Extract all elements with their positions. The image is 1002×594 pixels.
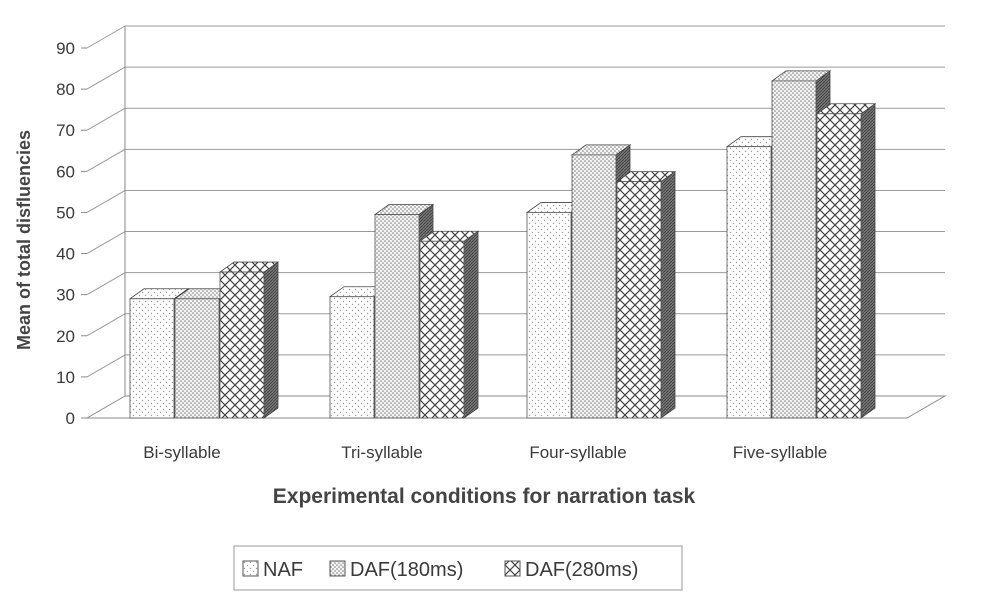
bar-daf-180ms bbox=[771, 80, 817, 419]
legend-swatch bbox=[504, 560, 521, 577]
bar-daf-280ms bbox=[816, 113, 862, 419]
gridline-depth bbox=[86, 313, 126, 337]
y-axis-title: Mean of total disfluencies bbox=[14, 130, 34, 350]
category-axis: Bi-syllable Tri-syllable Four-syllable Five… bbox=[143, 443, 827, 462]
x-tick-label: Tri-syllable bbox=[341, 443, 423, 462]
x-tick-label: Five-syllable bbox=[733, 443, 827, 462]
y-tick-label: 50 bbox=[56, 203, 75, 222]
y-tick-label: 40 bbox=[56, 245, 75, 264]
bar-daf-280ms bbox=[419, 240, 465, 419]
gridline-depth bbox=[86, 190, 126, 213]
legend-swatch bbox=[242, 560, 259, 577]
bar-daf-280ms bbox=[219, 271, 265, 419]
gridline-depth bbox=[86, 354, 126, 378]
y-tick-label: 0 bbox=[66, 409, 75, 428]
y-tick-label: 30 bbox=[56, 286, 75, 305]
x-tick-label: Bi-syllable bbox=[143, 443, 220, 462]
bar-side-daf-280ms bbox=[660, 170, 676, 419]
gridline-depth bbox=[86, 66, 126, 90]
gridline-depth bbox=[86, 231, 126, 254]
y-tick-label: 60 bbox=[56, 162, 75, 181]
legend-label: DAF(280ms) bbox=[525, 559, 638, 581]
bar-daf-180ms bbox=[571, 154, 617, 419]
bar-side-daf-280ms bbox=[860, 103, 876, 419]
y-tick-label: 70 bbox=[56, 121, 75, 140]
legend: NAF DAF(180ms) DAF(280ms) bbox=[233, 545, 683, 591]
bar-side-daf-280ms bbox=[263, 261, 279, 419]
legend-swatch bbox=[329, 560, 346, 577]
bar-naf bbox=[329, 296, 375, 419]
legend-label: DAF(180ms) bbox=[350, 559, 463, 581]
x-axis-title: Experimental conditions for narration ta… bbox=[273, 485, 696, 508]
bar-naf bbox=[129, 298, 175, 419]
bars bbox=[128, 70, 877, 419]
legend-frame bbox=[233, 545, 683, 591]
y-tick-label: 10 bbox=[56, 368, 75, 387]
gridline-depth bbox=[86, 107, 126, 131]
bar-side-daf-280ms bbox=[463, 230, 479, 419]
bar-daf-180ms bbox=[174, 298, 220, 419]
gridline-depth bbox=[86, 272, 126, 296]
y-tick-label: 20 bbox=[56, 327, 75, 346]
bar-daf-280ms bbox=[616, 181, 662, 419]
axis-wall bbox=[86, 26, 126, 419]
gridline-depth bbox=[86, 148, 126, 172]
bar-naf bbox=[726, 146, 772, 419]
y-tick-label: 80 bbox=[56, 80, 75, 99]
bar-naf bbox=[526, 212, 572, 419]
y-tick-label: 90 bbox=[56, 39, 75, 58]
bar-daf-180ms bbox=[374, 214, 420, 419]
gridline-depth bbox=[86, 25, 126, 49]
x-tick-label: Four-syllable bbox=[529, 443, 626, 462]
value-axis: 0 10 20 30 40 50 60 70 80 90 bbox=[56, 26, 947, 428]
legend-label: NAF bbox=[263, 559, 303, 581]
